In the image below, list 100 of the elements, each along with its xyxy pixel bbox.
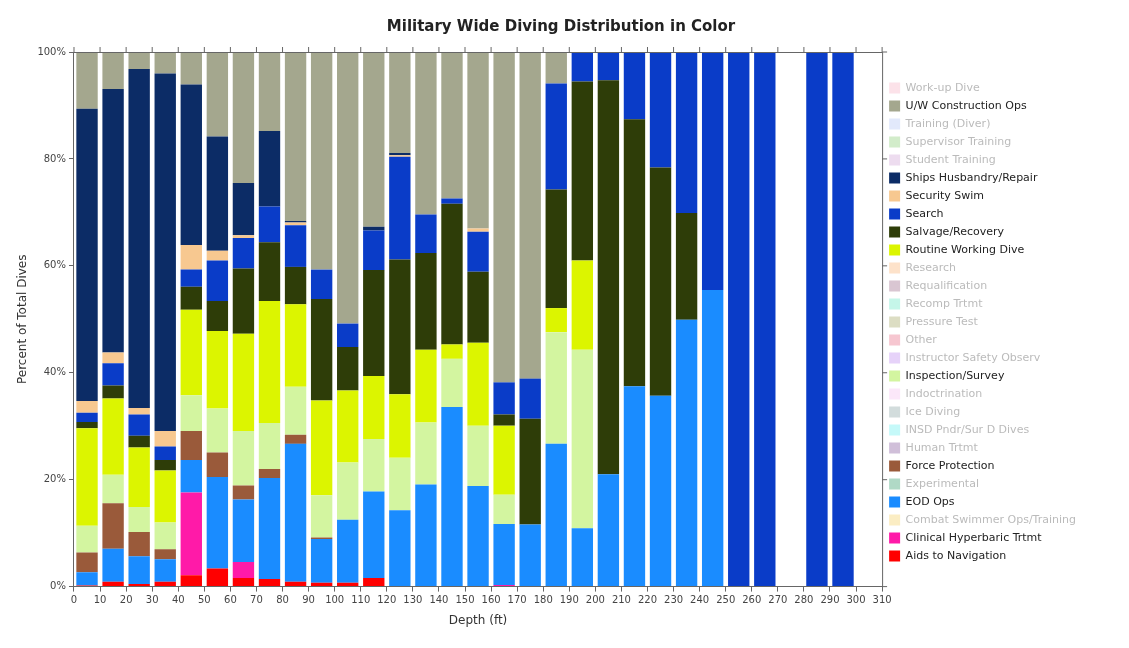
bar (76, 412, 98, 422)
bar (571, 349, 594, 529)
bar (76, 428, 98, 526)
bar (310, 539, 333, 583)
bar (519, 418, 541, 525)
bar (154, 559, 176, 582)
bar (102, 88, 124, 353)
bar (258, 301, 281, 424)
bar (310, 400, 333, 496)
bar (467, 425, 489, 487)
bar (493, 524, 515, 585)
bar (337, 390, 359, 463)
bar (76, 52, 98, 109)
bar (467, 342, 489, 426)
bar (128, 532, 150, 557)
bar (128, 52, 150, 70)
bar (102, 503, 124, 549)
bar (154, 470, 176, 523)
y-axis-title: Percent of Total Dives (15, 254, 30, 385)
x-tick-label: 300 (846, 594, 866, 606)
bar (76, 525, 98, 553)
x-tick-label: 50 (197, 594, 211, 606)
bar (76, 401, 98, 413)
bar (232, 238, 255, 269)
bar (154, 581, 176, 587)
bar (441, 203, 463, 345)
bar (363, 439, 385, 492)
y-tick-label: 20% (43, 473, 66, 485)
bar (258, 579, 281, 587)
bar (154, 522, 176, 550)
legend-label: Inspection/Survey (905, 368, 1005, 382)
bar (128, 506, 150, 533)
x-tick-label: 60 (224, 594, 237, 606)
bar (76, 108, 98, 402)
bar (571, 81, 594, 261)
x-tick-label: 280 (794, 594, 814, 606)
x-tick-label: 290 (820, 594, 840, 606)
x-tick-label: 80 (276, 594, 289, 606)
bar (128, 556, 150, 584)
bar (154, 52, 176, 74)
x-tick-label: 260 (742, 594, 762, 606)
bar (363, 52, 385, 227)
bar (180, 286, 202, 310)
legend-label: Work-up Dive (905, 80, 980, 94)
bar (467, 486, 489, 587)
legend-label: Student Training (905, 152, 996, 166)
legend-label: Salvage/Recovery (905, 224, 1005, 238)
bar (415, 349, 437, 423)
bar (441, 52, 463, 199)
bar (519, 52, 541, 379)
bar (571, 52, 594, 82)
x-tick-label: 30 (145, 594, 159, 606)
bar (649, 395, 672, 587)
legend-label: INSD Pndr/Sur D Dives (905, 422, 1030, 436)
bar (675, 319, 698, 587)
legend-label: Instructor Safety Observ (905, 350, 1041, 364)
x-tick-label: 40 (171, 594, 185, 606)
bar (545, 189, 567, 309)
bar (467, 231, 489, 272)
bar (232, 431, 255, 486)
bar (102, 363, 124, 386)
bar (389, 510, 411, 587)
chart-title: Military Wide Diving Distribution in Color (386, 16, 736, 35)
bar (154, 549, 176, 560)
bar (337, 347, 359, 391)
bar (128, 583, 150, 587)
legend-label: Force Protection (905, 458, 995, 472)
bar (363, 491, 385, 579)
bar (258, 468, 281, 479)
bar (545, 308, 567, 333)
bar (102, 581, 124, 587)
bar (806, 52, 828, 587)
x-tick-label: 310 (872, 594, 892, 606)
bar (363, 375, 385, 440)
legend-label: Indoctrination (905, 386, 983, 400)
x-tick-label: 250 (716, 594, 736, 606)
bar (180, 575, 202, 587)
bar (206, 301, 229, 332)
bar (284, 52, 307, 221)
bar (232, 235, 255, 239)
legend-label: U/W Construction Ops (905, 98, 1027, 112)
bar (363, 230, 385, 271)
legend-label: Supervisor Training (905, 134, 1012, 148)
x-tick-label: 240 (690, 594, 710, 606)
bar (128, 447, 150, 507)
bar (363, 270, 385, 376)
bar (493, 425, 515, 495)
bar (180, 459, 202, 493)
bar (232, 578, 255, 587)
legend-label: Research (905, 260, 957, 274)
x-tick-label: 160 (481, 594, 501, 606)
bar (206, 408, 229, 453)
bar (128, 408, 150, 415)
bar (832, 52, 854, 587)
bar (154, 431, 176, 447)
bar (701, 52, 724, 290)
bar (76, 421, 98, 429)
x-tick-label: 120 (377, 594, 397, 606)
bar (180, 309, 202, 396)
legend-label: Requalification (905, 278, 988, 292)
